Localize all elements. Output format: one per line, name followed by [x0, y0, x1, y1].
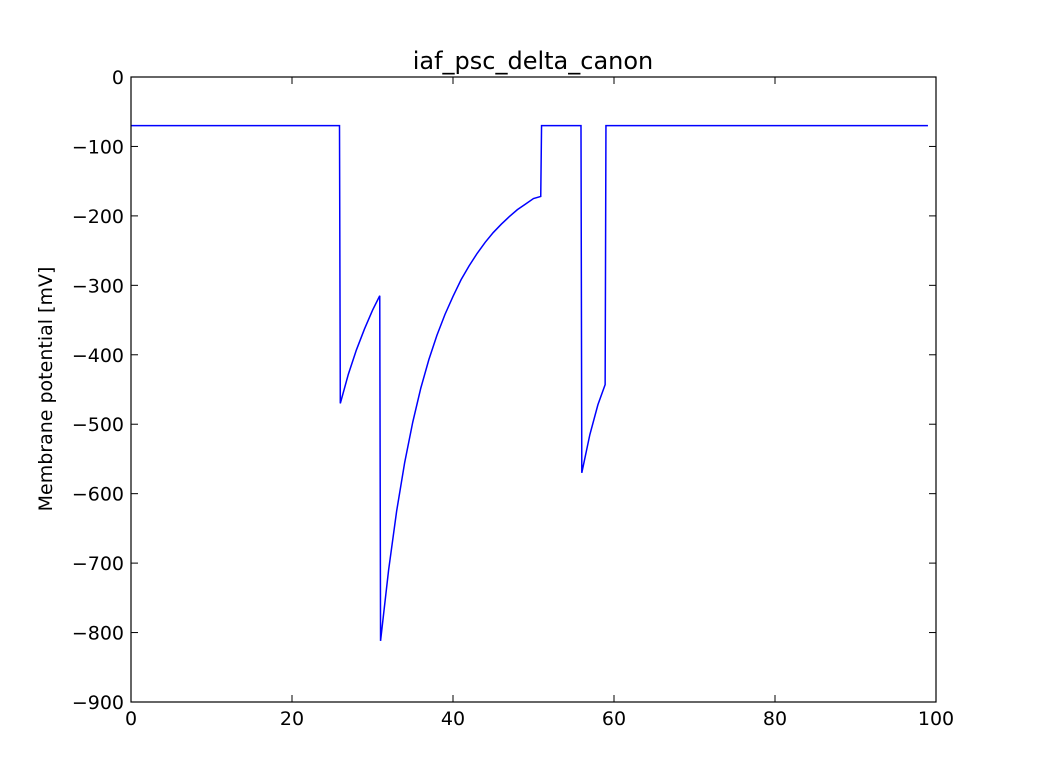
x-tick-label: 100 — [918, 708, 954, 730]
y-tick-label: −600 — [72, 484, 124, 506]
plot-area-frame — [130, 76, 937, 703]
x-tick-label: 80 — [763, 708, 787, 730]
y-tick-label: −100 — [72, 136, 124, 158]
y-tick-label: −800 — [72, 623, 124, 645]
x-tick-label: 40 — [441, 708, 465, 730]
chart-title: iaf_psc_delta_canon — [413, 47, 654, 75]
y-tick-label: −400 — [72, 345, 124, 367]
series-line-0 — [131, 124, 928, 641]
ticks-layer: 0 20 40 60 80 100 0 −100 −200 −300 −400 −500 −600 −70… — [72, 67, 954, 730]
y-tick-label: −700 — [72, 553, 124, 575]
x-tick-label: 0 — [125, 708, 137, 730]
y-tick-label: −500 — [72, 414, 124, 436]
x-tick-label: 20 — [280, 708, 304, 730]
y-tick-label: −300 — [72, 275, 124, 297]
y-axis-label: Membrane potential [mV] — [35, 267, 57, 512]
series-layer — [131, 124, 928, 641]
y-tick-label: −200 — [72, 206, 124, 228]
y-tick-label: −900 — [72, 692, 124, 714]
x-tick-label: 60 — [602, 708, 626, 730]
y-tick-label: 0 — [112, 67, 124, 89]
